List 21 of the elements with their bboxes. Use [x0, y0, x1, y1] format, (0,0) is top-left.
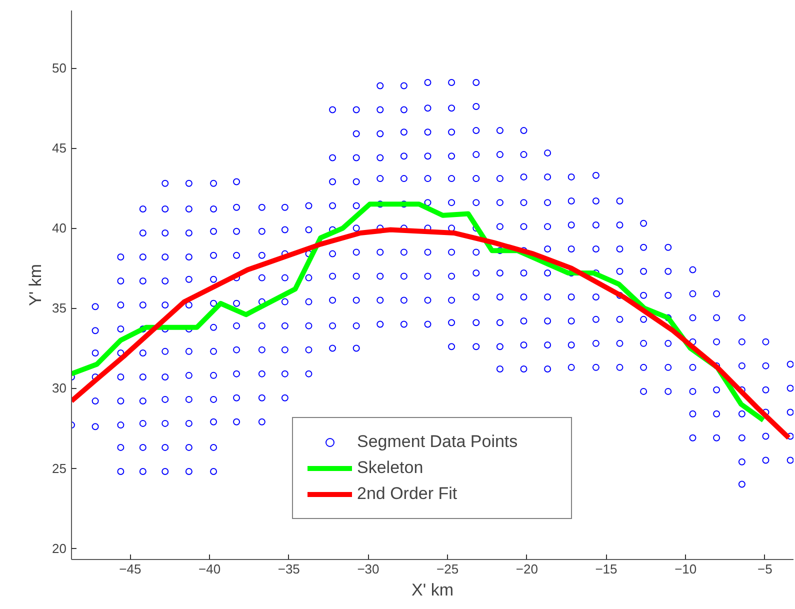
x-tick-label: −10: [674, 562, 697, 576]
x-tick-label: −15: [595, 562, 618, 576]
y-tick-label: 25: [52, 460, 67, 476]
x-tick-label: −45: [119, 562, 142, 576]
x-tick-label: −20: [516, 562, 538, 576]
y-tick-label: 45: [52, 140, 67, 156]
y-axis-title: Y' km: [26, 264, 46, 306]
y-tick-label: 50: [52, 60, 67, 76]
y-tick-label: 35: [52, 300, 67, 316]
legend-label: Skeleton: [357, 458, 424, 478]
legend-label: 2nd Order Fit: [357, 484, 458, 504]
y-tick-label: 20: [52, 540, 67, 556]
x-tick-label: −30: [357, 562, 380, 576]
x-tick-label: −40: [198, 562, 221, 576]
legend-label: Segment Data Points: [357, 432, 519, 452]
x-tick-label: −5: [758, 562, 772, 576]
x-axis-title: X' km: [412, 580, 454, 600]
x-tick-label: −35: [278, 562, 300, 576]
y-tick-label: 40: [52, 220, 67, 236]
y-tick-label: 30: [52, 380, 67, 396]
x-tick-label: −25: [436, 562, 459, 576]
